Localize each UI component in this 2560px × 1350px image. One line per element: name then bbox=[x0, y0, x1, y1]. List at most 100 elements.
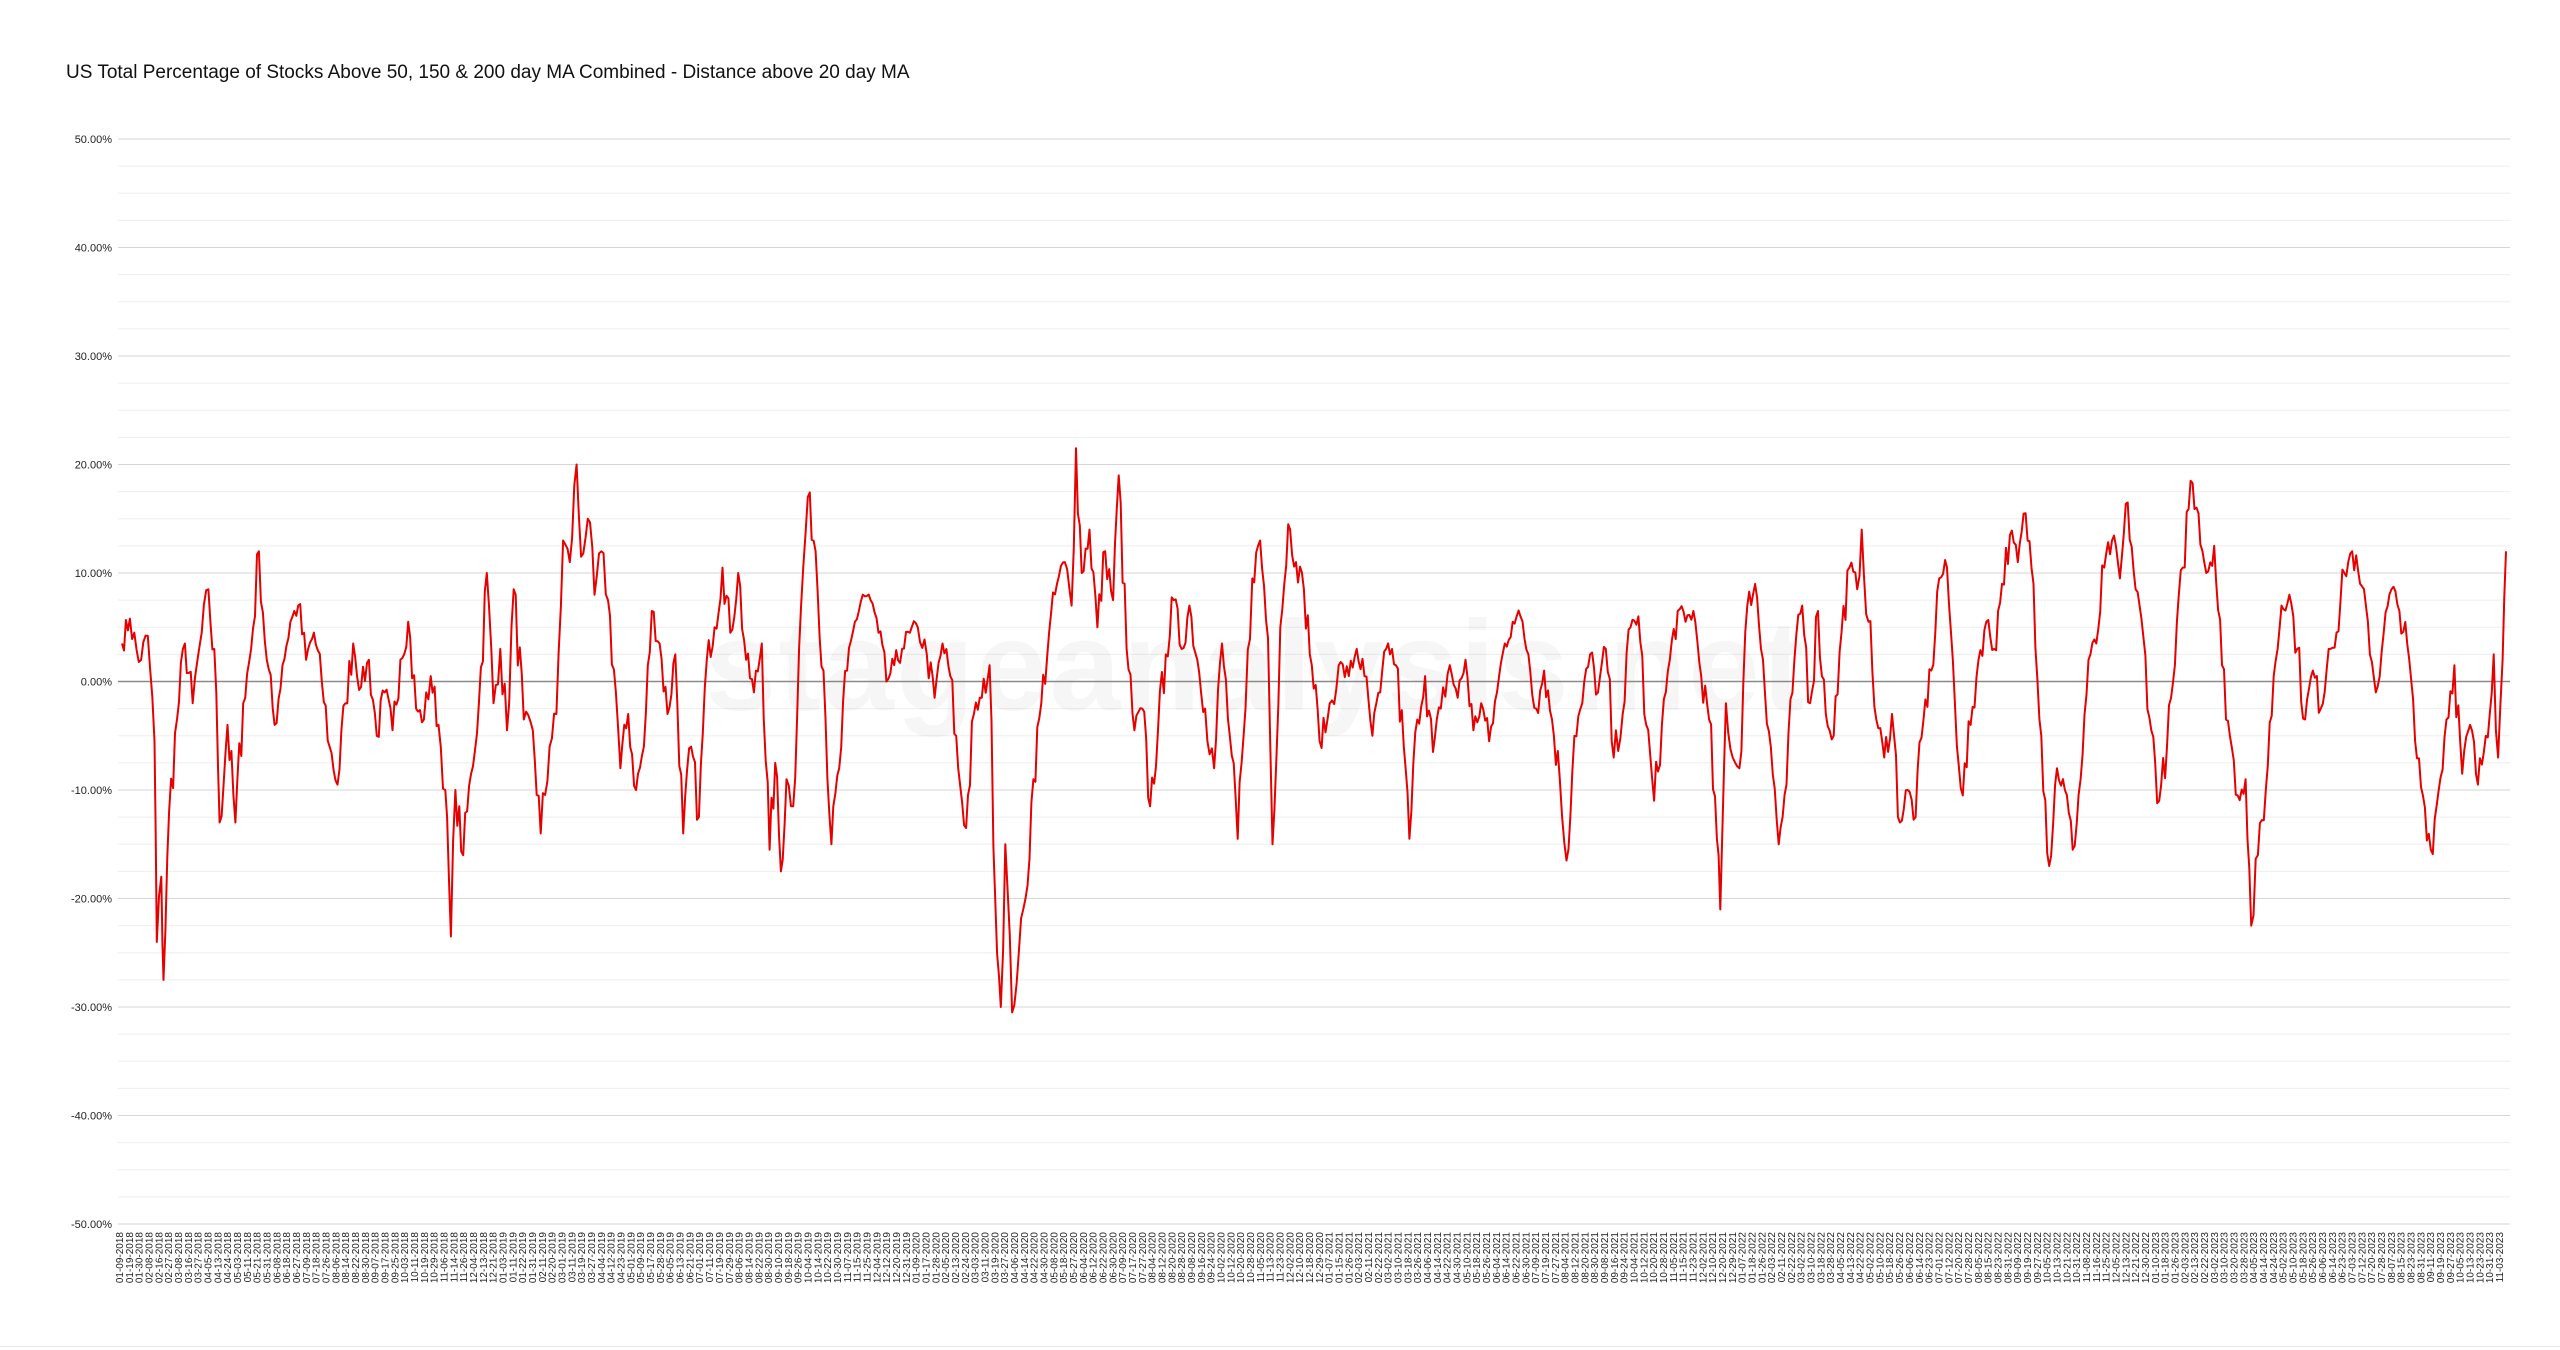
x-tick-label: 05-26-2023 bbox=[2308, 1232, 2319, 1284]
x-tick-label: 08-31-2022 bbox=[2003, 1232, 2014, 1284]
x-tick-label: 02-05-2020 bbox=[941, 1232, 952, 1284]
x-tick-label: 02-03-2023 bbox=[2180, 1232, 2191, 1284]
x-tick-label: 04-14-2020 bbox=[1020, 1232, 1031, 1284]
y-tick-label: -20.00% bbox=[71, 894, 112, 906]
x-tick-label: 09-24-2020 bbox=[1207, 1232, 1218, 1284]
x-tick-label: 05-09-2019 bbox=[636, 1232, 647, 1284]
x-tick-label: 06-06-2022 bbox=[1905, 1232, 1916, 1284]
x-tick-label: 07-26-2018 bbox=[322, 1232, 333, 1284]
x-tick-label: 04-12-2019 bbox=[607, 1232, 618, 1284]
x-tick-label: 02-11-2019 bbox=[538, 1232, 549, 1283]
x-tick-label: 12-04-2019 bbox=[872, 1232, 883, 1284]
x-tick-label: 03-02-2022 bbox=[1797, 1232, 1808, 1284]
x-tick-label: 11-16-2022 bbox=[2092, 1232, 2103, 1283]
x-tick-label: 05-18-2021 bbox=[1472, 1232, 1483, 1284]
x-tick-label: 12-20-2021 bbox=[1718, 1232, 1729, 1284]
x-tick-label: 10-13-2023 bbox=[2466, 1232, 2477, 1284]
x-tick-label: 01-15-2021 bbox=[1335, 1232, 1346, 1284]
x-tick-label: 06-13-2019 bbox=[676, 1232, 687, 1284]
x-tick-label: 05-21-2018 bbox=[253, 1232, 264, 1284]
x-tick-label: 07-09-2020 bbox=[1118, 1232, 1129, 1284]
x-tick-label: 05-10-2021 bbox=[1462, 1232, 1473, 1284]
x-tick-label: 03-28-2022 bbox=[1826, 1232, 1837, 1284]
x-tick-label: 05-28-2019 bbox=[656, 1232, 667, 1284]
x-tick-label: 10-22-2019 bbox=[823, 1232, 834, 1284]
x-tick-label: 10-28-2020 bbox=[1246, 1232, 1257, 1284]
x-tick-label: 11-26-2018 bbox=[459, 1232, 470, 1283]
x-tick-label: 07-18-2018 bbox=[312, 1232, 323, 1284]
x-tick-label: 03-01-2019 bbox=[558, 1232, 569, 1284]
x-tick-label: 09-16-2020 bbox=[1197, 1232, 1208, 1284]
x-tick-label: 08-20-2021 bbox=[1580, 1232, 1591, 1284]
x-tick-label: 12-10-2020 bbox=[1295, 1232, 1306, 1284]
x-tick-label: 04-22-2021 bbox=[1443, 1232, 1454, 1284]
x-tick-label: 01-26-2023 bbox=[2171, 1232, 2182, 1284]
x-tick-label: 01-22-2019 bbox=[518, 1232, 529, 1284]
x-tick-label: 08-30-2021 bbox=[1590, 1232, 1601, 1284]
x-tick-label: 08-04-2021 bbox=[1561, 1232, 1572, 1284]
x-tick-label: 10-20-2020 bbox=[1236, 1232, 1247, 1284]
x-tick-label: 05-01-2019 bbox=[626, 1232, 637, 1284]
x-tick-label: 08-30-2019 bbox=[764, 1232, 775, 1284]
x-tick-label: 04-22-2020 bbox=[1030, 1232, 1041, 1284]
x-tick-label: 10-13-2022 bbox=[2052, 1232, 2063, 1284]
x-tick-label: 03-10-2022 bbox=[1807, 1232, 1818, 1284]
x-tick-label: 07-01-2022 bbox=[1934, 1232, 1945, 1284]
x-tick-label: 04-23-2019 bbox=[617, 1232, 628, 1284]
x-tick-label: 06-30-2020 bbox=[1108, 1232, 1119, 1284]
x-tick-label: 12-02-2020 bbox=[1285, 1232, 1296, 1284]
x-tick-label: 07-27-2020 bbox=[1138, 1232, 1149, 1284]
x-tick-label: 10-12-2021 bbox=[1639, 1232, 1650, 1284]
x-tick-label: 06-14-2021 bbox=[1502, 1232, 1513, 1284]
x-tick-label: 10-29-2018 bbox=[430, 1232, 441, 1284]
x-tick-label: 09-27-2023 bbox=[2446, 1232, 2457, 1284]
y-tick-label: -40.00% bbox=[71, 1111, 112, 1123]
x-tick-label: 09-08-2020 bbox=[1187, 1232, 1198, 1284]
x-tick-label: 02-22-2023 bbox=[2200, 1232, 2211, 1284]
x-tick-label: 08-30-2018 bbox=[361, 1232, 372, 1284]
x-tick-label: 03-27-2019 bbox=[587, 1232, 598, 1284]
x-tick-label: 10-05-2022 bbox=[2043, 1232, 2054, 1284]
x-tick-label: 11-25-2019 bbox=[862, 1232, 873, 1283]
x-tick-label: 11-06-2018 bbox=[440, 1232, 451, 1283]
x-tick-label: 05-17-2019 bbox=[646, 1232, 657, 1284]
x-tick-label: 12-29-2021 bbox=[1728, 1232, 1739, 1284]
x-tick-label: 08-22-2019 bbox=[754, 1232, 765, 1284]
x-tick-label: 05-26-2022 bbox=[1895, 1232, 1906, 1284]
x-tick-label: 03-19-2020 bbox=[990, 1232, 1001, 1284]
x-tick-label: 12-13-2018 bbox=[479, 1232, 490, 1284]
x-tick-label: 06-04-2021 bbox=[1492, 1232, 1503, 1284]
x-tick-label: 12-05-2022 bbox=[2111, 1232, 2122, 1284]
x-tick-label: 03-11-2019 bbox=[567, 1232, 578, 1283]
x-tick-label: 07-27-2021 bbox=[1551, 1232, 1562, 1284]
x-tick-label: 04-06-2021 bbox=[1423, 1232, 1434, 1284]
x-tick-label: 03-27-2020 bbox=[1000, 1232, 1011, 1284]
x-tick-label: 09-08-2021 bbox=[1600, 1232, 1611, 1284]
x-tick-label: 06-23-2022 bbox=[1925, 1232, 1936, 1284]
x-tick-label: 07-17-2020 bbox=[1128, 1232, 1139, 1284]
x-tick-label: 03-18-2021 bbox=[1403, 1232, 1414, 1284]
x-tick-label: 08-07-2023 bbox=[2387, 1232, 2398, 1284]
x-tick-label: 07-28-2023 bbox=[2377, 1232, 2388, 1284]
x-tick-label: 12-31-2019 bbox=[902, 1232, 913, 1284]
x-tick-label: 09-27-2022 bbox=[2033, 1232, 2044, 1284]
x-tick-label: 05-10-2023 bbox=[2289, 1232, 2300, 1284]
x-tick-label: 02-13-2020 bbox=[951, 1232, 962, 1284]
x-tick-label: 08-14-2018 bbox=[341, 1232, 352, 1284]
x-tick-label: 02-11-2022 bbox=[1777, 1232, 1788, 1283]
x-tick-label: 05-10-2022 bbox=[1875, 1232, 1886, 1284]
x-tick-label: 10-12-2020 bbox=[1226, 1232, 1237, 1284]
x-tick-label: 03-10-2023 bbox=[2220, 1232, 2231, 1284]
footer-divider bbox=[0, 1346, 2560, 1347]
x-tick-label: 04-30-2021 bbox=[1453, 1232, 1464, 1284]
x-tick-label: 08-05-2022 bbox=[1974, 1232, 1985, 1284]
x-tick-label: 06-12-2020 bbox=[1089, 1232, 1100, 1284]
x-tick-label: 04-04-2019 bbox=[597, 1232, 608, 1284]
x-tick-label: 10-05-2023 bbox=[2456, 1232, 2467, 1284]
x-tick-label: 01-09-2018 bbox=[115, 1232, 126, 1284]
x-tick-label: 05-03-2018 bbox=[233, 1232, 244, 1284]
x-tick-label: 10-20-2021 bbox=[1649, 1232, 1660, 1284]
x-tick-label: 12-10-2021 bbox=[1708, 1232, 1719, 1284]
x-tick-label: 06-30-2021 bbox=[1521, 1232, 1532, 1284]
x-tick-label: 02-03-2021 bbox=[1354, 1232, 1365, 1284]
